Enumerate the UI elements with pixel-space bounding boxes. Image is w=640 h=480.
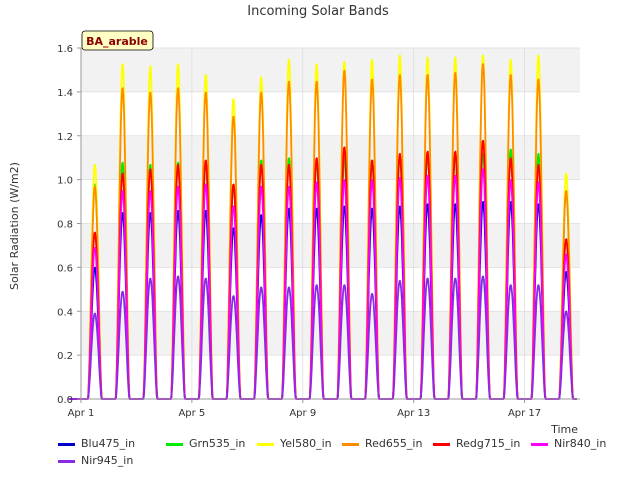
y-tick-label: 1.0 bbox=[57, 176, 73, 187]
y-axis-label: Solar Radiation (W/m2) bbox=[8, 162, 21, 290]
x-tick-label: Apr 5 bbox=[178, 408, 205, 419]
y-tick-label: 0.4 bbox=[57, 307, 73, 318]
y-tick-labels: 0.0 0.2 0.4 0.6 0.8 1.0 1.2 1.4 1.6 bbox=[57, 44, 81, 406]
chart-title: Incoming Solar Bands bbox=[247, 4, 389, 19]
legend-swatch bbox=[433, 443, 450, 446]
grid-band bbox=[81, 48, 580, 92]
grid-bands bbox=[81, 48, 580, 356]
y-tick-label: 1.4 bbox=[57, 88, 73, 99]
grid-band bbox=[81, 311, 580, 356]
y-tick-label: 0.2 bbox=[57, 351, 73, 362]
legend-swatch bbox=[342, 443, 359, 446]
site-label: BA_arable bbox=[86, 35, 148, 48]
legend-label: Grn535_in bbox=[189, 437, 246, 450]
y-tick-label: 1.6 bbox=[57, 44, 73, 55]
y-tick-label: 0.6 bbox=[57, 263, 73, 274]
legend-label: Blu475_in bbox=[81, 437, 136, 450]
y-tick-label: 0.8 bbox=[57, 220, 73, 231]
x-tick-label: Apr 13 bbox=[397, 408, 430, 419]
legend-swatch bbox=[257, 443, 274, 446]
legend-swatch bbox=[166, 443, 183, 446]
legend-label: Red655_in bbox=[365, 437, 423, 450]
site-label-box: BA_arable bbox=[81, 30, 154, 51]
grid-band bbox=[81, 135, 580, 180]
x-tick-label: Apr 17 bbox=[508, 408, 541, 419]
legend-label: Nir945_in bbox=[81, 454, 134, 467]
legend-label: Yel580_in bbox=[280, 437, 332, 450]
y-tick-label: 1.2 bbox=[57, 132, 73, 143]
legend-swatch bbox=[531, 443, 548, 446]
x-tick-label: Apr 9 bbox=[289, 408, 316, 419]
legend-label: Redg715_in bbox=[456, 437, 521, 450]
legend-label: Nir840_in bbox=[554, 437, 607, 450]
y-tick-label: 0.0 bbox=[57, 395, 73, 406]
grid-band bbox=[81, 223, 580, 268]
x-tick-labels: Apr 1 Apr 5 Apr 9 Apr 13 Apr 17 bbox=[68, 399, 541, 419]
legend-swatch bbox=[58, 443, 75, 446]
x-tick-label: Apr 1 bbox=[68, 408, 95, 419]
x-axis-label: Time bbox=[550, 423, 578, 436]
legend-swatch bbox=[58, 460, 75, 463]
